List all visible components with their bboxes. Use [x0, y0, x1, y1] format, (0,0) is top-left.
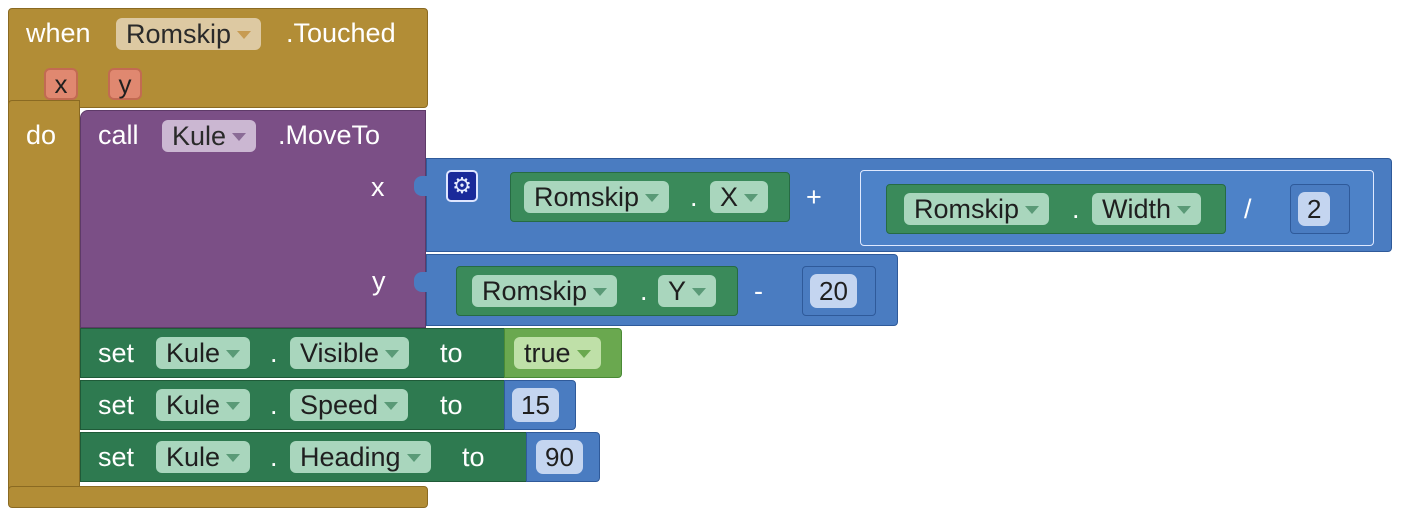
plus-operator: +: [806, 182, 822, 212]
event-do-rail: [8, 100, 80, 500]
set-heading-to-label: to: [462, 442, 485, 472]
set-heading-block[interactable]: [80, 432, 532, 482]
do-label: do: [26, 120, 57, 150]
set-speed-set-label: set: [98, 390, 135, 420]
true-boolean-dropdown[interactable]: true: [514, 337, 601, 369]
minus-operator: -: [754, 276, 763, 306]
event-block-bottom: [8, 486, 428, 508]
moveto-component-dropdown[interactable]: Kule: [162, 120, 257, 152]
set-visible-dot: .: [270, 338, 278, 368]
set-visible-to-label: to: [440, 338, 463, 368]
event-component-dropdown[interactable]: Romskip: [116, 18, 262, 50]
set-speed-dot: .: [270, 390, 278, 420]
getter1-component-dropdown[interactable]: Romskip: [524, 181, 670, 213]
getter3-dot: .: [640, 276, 648, 306]
getter2-component-dropdown[interactable]: Romskip: [904, 193, 1050, 225]
set-speed-component-dropdown[interactable]: Kule: [156, 389, 251, 421]
x-socket-notch: [414, 176, 428, 196]
set-visible-component-dropdown[interactable]: Kule: [156, 337, 251, 369]
getter3-property-dropdown[interactable]: Y: [658, 275, 717, 307]
moveto-arg-y-label: y: [372, 266, 386, 296]
getter3-component-dropdown[interactable]: Romskip: [472, 275, 618, 307]
getter2-property-dropdown[interactable]: Width: [1092, 193, 1202, 225]
getter1-dot: .: [690, 182, 698, 212]
set-heading-property-dropdown[interactable]: Heading: [290, 441, 431, 473]
getter2-dot: .: [1072, 194, 1080, 224]
set-visible-property-dropdown[interactable]: Visible: [290, 337, 410, 369]
getter1-property-dropdown[interactable]: X: [710, 181, 769, 213]
set-speed-property-dropdown[interactable]: Speed: [290, 389, 409, 421]
moveto-method-label: .MoveTo: [278, 120, 381, 150]
speed-value[interactable]: 15: [512, 388, 559, 422]
event-name-label: .Touched: [286, 18, 396, 48]
moveto-arg-x-label: x: [371, 172, 385, 202]
gear-icon[interactable]: ⚙: [446, 170, 478, 202]
when-label: when: [26, 18, 91, 48]
set-heading-set-label: set: [98, 442, 135, 472]
y-socket-notch: [414, 272, 428, 292]
heading-value[interactable]: 90: [536, 440, 583, 474]
y-offset-value[interactable]: 20: [810, 274, 857, 308]
divide-operator: /: [1244, 194, 1252, 224]
set-heading-dot: .: [270, 442, 278, 472]
param-x[interactable]: x: [44, 68, 78, 100]
call-label: call: [98, 120, 139, 150]
set-visible-set-label: set: [98, 338, 135, 368]
divisor-value[interactable]: 2: [1298, 192, 1331, 226]
param-y[interactable]: y: [108, 68, 142, 100]
set-heading-component-dropdown[interactable]: Kule: [156, 441, 251, 473]
set-speed-to-label: to: [440, 390, 463, 420]
